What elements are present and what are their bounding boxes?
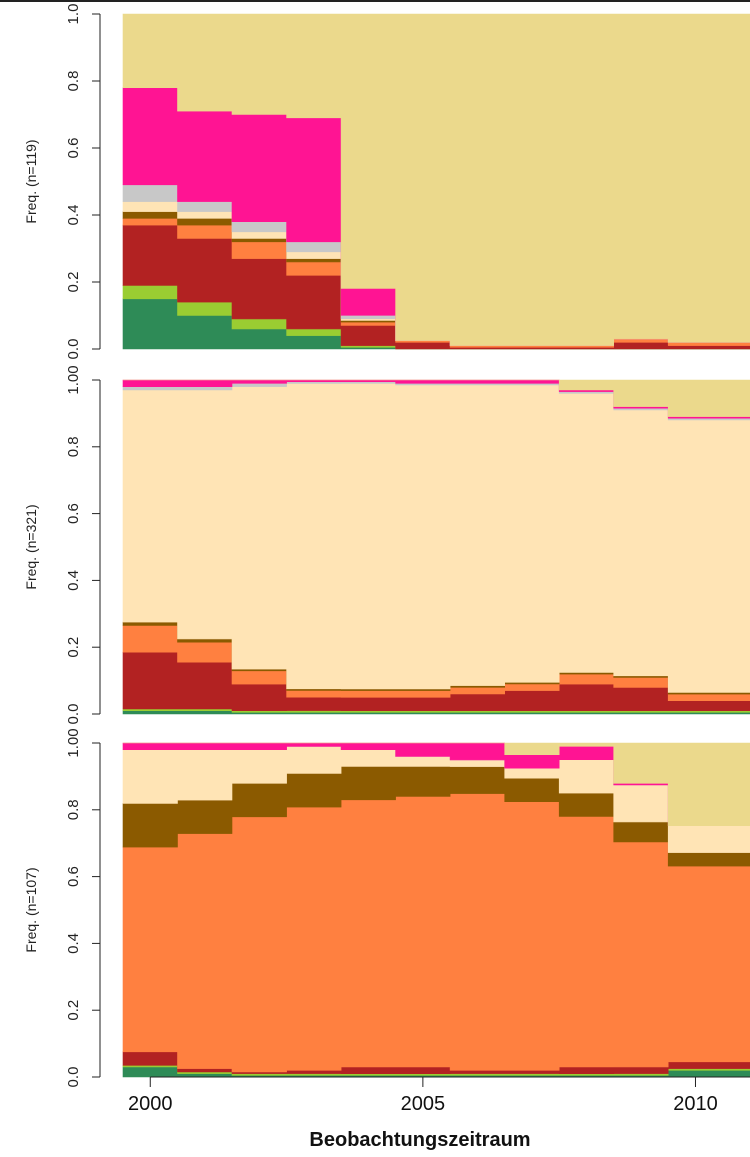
panel-3-series-9-area: [123, 742, 750, 826]
panel-1-y-tick-label: 0.8: [65, 71, 82, 92]
x-tick-label: 2000: [128, 1093, 173, 1115]
top-border-line: [0, 0, 750, 2]
panel-2: 0.0 0.2 0.4 0.6 0.8 1.00 Freq. (n=321): [23, 365, 750, 724]
panel-1-y-axis-label: Freq. (n=119): [23, 139, 39, 223]
x-tick-label: 2010: [673, 1093, 718, 1115]
panel-3-y-tick-label: 0.0: [65, 1067, 82, 1088]
x-tick-label: 2005: [401, 1093, 446, 1115]
panel-2-y-tick-label: 0.0: [65, 704, 82, 725]
panel-2-series-9-area: [123, 379, 750, 417]
panel-2-y-tick-label: 0.4: [65, 570, 82, 591]
panel-3-y-tick-label: 1.00: [65, 728, 82, 757]
panel-2-y-axis-label: Freq. (n=321): [23, 504, 39, 589]
panel-3-y-tick-label: 0.2: [65, 1000, 82, 1021]
panel-3-y-tick-label: 0.8: [65, 799, 82, 820]
panels-group: 0.0 0.2 0.4 0.6 0.8 1.0 Freq. (n=119) 0.0 0.2 0.4…: [23, 4, 750, 1087]
panel-3-y-tick-label: 0.4: [65, 933, 82, 954]
x-axis: 2000 2005 2010: [128, 1076, 750, 1115]
panel-3-y-axis-label: Freq. (n=107): [23, 867, 39, 952]
panel-2-y-tick-label: 0.8: [65, 436, 82, 457]
panel-1-series-9-area: [122, 13, 750, 346]
panel-1-y-tick-label: 0.4: [65, 205, 82, 226]
x-axis-label: Beobachtungszeitraum: [309, 1129, 530, 1151]
panel-2-y-tick-label: 1.00: [65, 365, 82, 394]
panel-1-y-tick-label: 1.0: [65, 4, 82, 25]
panel-2-y-tick-label: 0.6: [65, 503, 82, 524]
panel-1: 0.0 0.2 0.4 0.6 0.8 1.0 Freq. (n=119): [23, 4, 750, 360]
panel-1-y-tick-label: 0.2: [65, 272, 82, 293]
panel-2-y-tick-label: 0.2: [65, 637, 82, 658]
panel-3-y-tick-label: 0.6: [65, 866, 82, 887]
panel-1-y-tick-label: 0.0: [65, 339, 82, 360]
panel-3: 0.0 0.2 0.4 0.6 0.8 1.00 Freq. (n=107): [23, 728, 750, 1087]
panel-1-y-tick-label: 0.6: [65, 138, 82, 159]
